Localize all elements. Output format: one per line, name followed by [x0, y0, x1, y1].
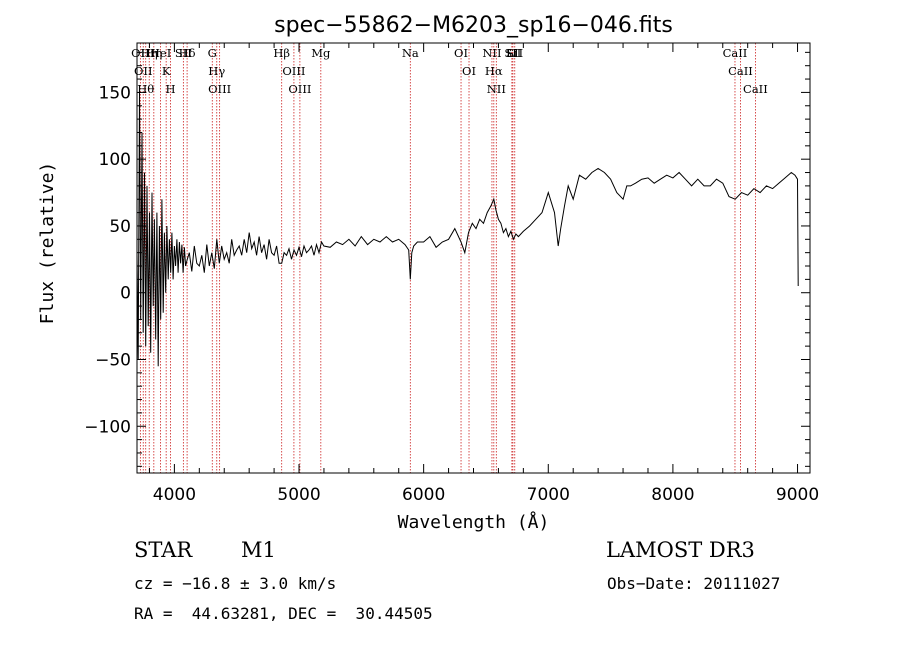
line-marker-label: OIII [288, 82, 311, 96]
y-axis: −100 −50 0 50 100 150 [84, 51, 810, 467]
x-tick-label: 6000 [402, 485, 445, 505]
line-marker-label: K [162, 64, 171, 78]
line-marker-label: Na [402, 46, 419, 60]
plot-frame [136, 42, 811, 474]
y-tick-label: −50 [95, 350, 131, 370]
line-marker-label: SII [506, 46, 523, 60]
line-marker-label: NII [487, 82, 506, 96]
line-marker-label: CaII [728, 64, 753, 78]
y-tick-label: −100 [84, 417, 131, 437]
line-marker-label: NII [482, 46, 501, 60]
spectrum-chart: spec−55862−M6203_sp16−046.fits OIIOIIHθH… [37, 13, 819, 533]
observation-date: Obs−Date: 20111027 [607, 574, 781, 593]
line-marker-label: Hβ [273, 46, 290, 60]
x-axis: 4000 5000 6000 7000 8000 9000 [148, 43, 819, 505]
y-axis-label: Flux (relative) [37, 162, 58, 325]
line-marker-label: OI [462, 64, 476, 78]
line-marker-label: H [166, 82, 176, 96]
line-marker-label: CaII [743, 82, 768, 96]
y-tick-label: 50 [109, 217, 131, 237]
object-subclass: M1 [241, 538, 276, 562]
x-axis-label: Wavelength (Å) [398, 511, 550, 533]
line-marker-label: SII [175, 46, 192, 60]
line-marker-label: CaII [723, 46, 748, 60]
line-marker-label: Li [506, 46, 518, 60]
x-tick-label: 8000 [651, 485, 694, 505]
x-tick-label: 7000 [527, 485, 570, 505]
line-marker-label: OI [454, 46, 468, 60]
line-marker-label: OII [134, 64, 153, 78]
x-tick-label: 5000 [277, 485, 320, 505]
line-marker-label: OIII [282, 64, 305, 78]
chart-title: spec−55862−M6203_sp16−046.fits [274, 13, 673, 38]
line-marker-label: Hα [485, 64, 503, 78]
redshift-velocity: cz = −16.8 ± 3.0 km/s [134, 574, 337, 593]
y-tick-label: 0 [120, 284, 131, 304]
line-markers [139, 43, 756, 473]
survey-name: LAMOST DR3 [606, 538, 755, 562]
y-tick-label: 100 [99, 150, 131, 170]
y-tick-label: 150 [99, 83, 131, 103]
line-marker-label: SII [504, 46, 521, 60]
line-marker-label: Mg [311, 46, 331, 60]
line-marker-label: Hη [141, 46, 158, 60]
spectrum-line [136, 92, 799, 367]
x-tick-label: 9000 [776, 485, 819, 505]
line-marker-label: Hη [145, 46, 162, 60]
x-tick-label: 4000 [153, 485, 196, 505]
line-marker-label: HeI [150, 46, 171, 60]
line-marker-label: OIII [208, 82, 231, 96]
sky-coordinates: RA = 44.63281, DEC = 30.44505 [134, 604, 433, 623]
line-marker-label: Hδ [179, 46, 196, 60]
line-marker-label: G [208, 46, 217, 60]
object-class: STAR [134, 538, 193, 562]
line-marker-label: Hγ [208, 64, 225, 78]
line-marker-label: OII [131, 46, 150, 60]
